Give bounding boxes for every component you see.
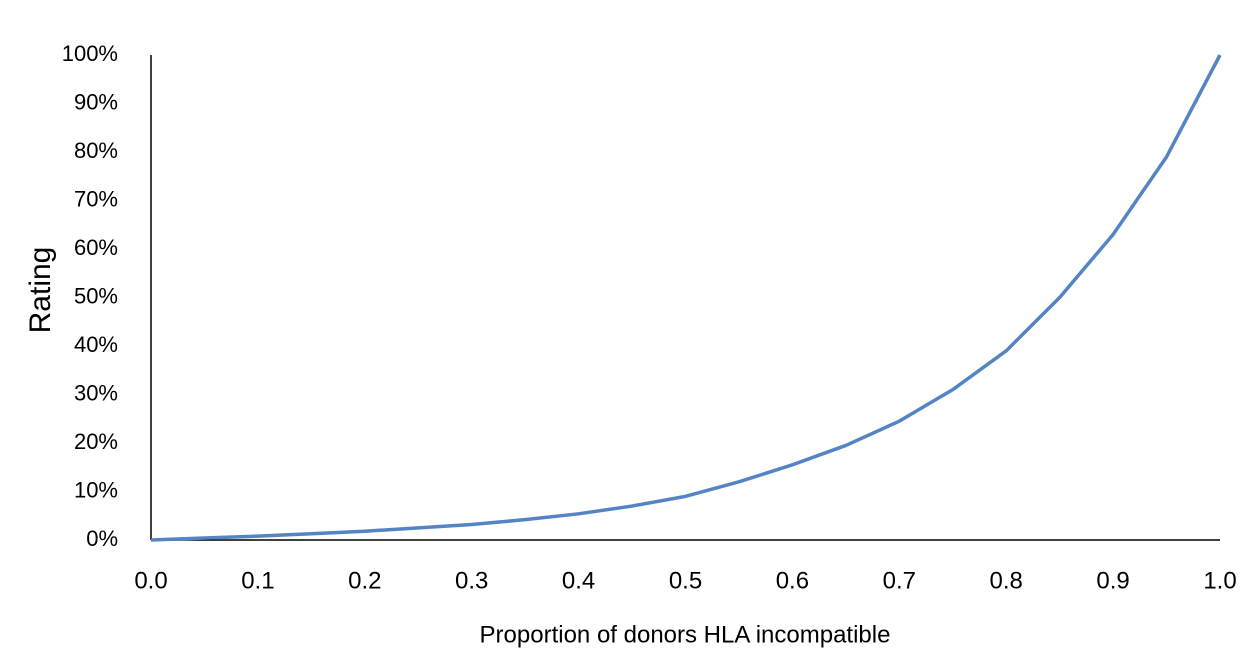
y-tick-label: 90% [74,89,118,114]
y-tick-label: 100% [62,41,118,66]
y-tick-label: 10% [74,477,118,502]
x-tick-label: 0.3 [455,567,488,594]
x-tick-label: 0.7 [883,567,916,594]
y-tick-label: 30% [74,380,118,405]
x-tick-label: 0.4 [562,567,595,594]
x-tick-label: 0.8 [990,567,1023,594]
y-tick-label: 80% [74,138,118,163]
x-tick-label: 0.5 [669,567,702,594]
x-axis-label: Proportion of donors HLA incompatible [480,621,891,648]
y-tick-label: 60% [74,235,118,260]
line [150,54,1222,542]
y-tick-label: 20% [74,429,118,454]
x-tick-label: 0.9 [1096,567,1129,594]
y-tick-label: 70% [74,186,118,211]
y-tick-label: 40% [74,332,118,357]
x-tick-label: 0.2 [348,567,381,594]
x-tick-label: 0.1 [241,567,274,594]
y-axis-label: Rating [24,247,57,334]
x-tick-label: 0.6 [776,567,809,594]
y-tick-label: 50% [74,283,118,308]
x-tick-label: 0.0 [134,567,167,594]
x-tick-label: 1.0 [1203,567,1236,594]
y-tick-label: 0% [86,526,118,551]
